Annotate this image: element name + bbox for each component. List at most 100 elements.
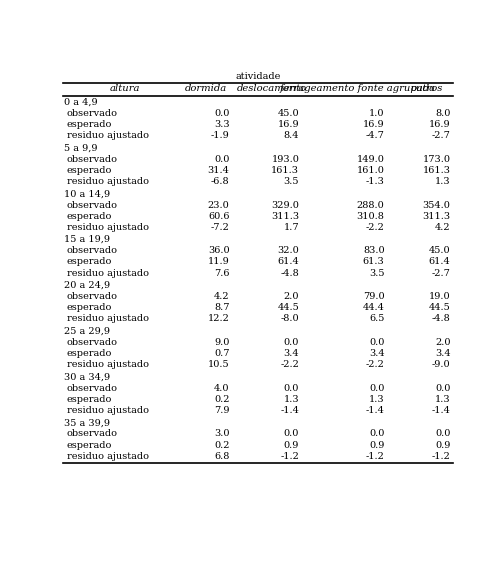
Text: 8.7: 8.7 [214,303,229,312]
Text: 310.8: 310.8 [357,212,384,221]
Text: 0.0: 0.0 [284,430,299,439]
Text: esperado: esperado [67,166,112,175]
Text: 0.9: 0.9 [284,440,299,449]
Text: 1.3: 1.3 [435,177,450,186]
Text: -1.4: -1.4 [280,406,299,415]
Text: 31.4: 31.4 [208,166,229,175]
Text: residuo ajustado: residuo ajustado [67,315,149,323]
Text: 288.0: 288.0 [357,200,384,209]
Text: 311.3: 311.3 [422,212,450,221]
Text: outros: outros [411,84,443,93]
Text: 16.9: 16.9 [429,120,450,129]
Text: 36.0: 36.0 [208,246,229,255]
Text: esperado: esperado [67,258,112,267]
Text: 354.0: 354.0 [423,200,450,209]
Text: altura: altura [110,84,140,93]
Text: -2.2: -2.2 [366,223,384,232]
Text: 4.2: 4.2 [435,223,450,232]
Text: 161.3: 161.3 [271,166,299,175]
Text: 3.5: 3.5 [369,269,384,278]
Text: 3.4: 3.4 [284,349,299,358]
Text: 5 a 9,9: 5 a 9,9 [64,144,98,153]
Text: esperado: esperado [67,395,112,404]
Text: 2.0: 2.0 [284,292,299,301]
Text: 1.3: 1.3 [284,395,299,404]
Text: 61.3: 61.3 [363,258,384,267]
Text: residuo ajustado: residuo ajustado [67,452,149,461]
Text: 10.5: 10.5 [208,360,229,369]
Text: 161.0: 161.0 [357,166,384,175]
Text: -1.9: -1.9 [211,131,229,140]
Text: 45.0: 45.0 [278,109,299,118]
Text: 149.0: 149.0 [357,155,384,164]
Text: 1.0: 1.0 [369,109,384,118]
Text: observado: observado [67,292,118,301]
Text: 0.0: 0.0 [435,430,450,439]
Text: 83.0: 83.0 [363,246,384,255]
Text: 16.9: 16.9 [278,120,299,129]
Text: 161.3: 161.3 [423,166,450,175]
Text: -1.3: -1.3 [366,177,384,186]
Text: deslocamento: deslocamento [237,84,307,93]
Text: -1.4: -1.4 [432,406,450,415]
Text: 6.5: 6.5 [369,315,384,323]
Text: 8.4: 8.4 [284,131,299,140]
Text: 0.9: 0.9 [435,440,450,449]
Text: observado: observado [67,200,118,209]
Text: 32.0: 32.0 [278,246,299,255]
Text: 25 a 29,9: 25 a 29,9 [64,327,111,336]
Text: 3.4: 3.4 [435,349,450,358]
Text: esperado: esperado [67,440,112,449]
Text: -1.2: -1.2 [366,452,384,461]
Text: -1.2: -1.2 [280,452,299,461]
Text: 0.2: 0.2 [214,395,229,404]
Text: 3.4: 3.4 [369,349,384,358]
Text: observado: observado [67,155,118,164]
Text: -4.7: -4.7 [366,131,384,140]
Text: 173.0: 173.0 [423,155,450,164]
Text: 0.0: 0.0 [435,384,450,393]
Text: 4.0: 4.0 [214,384,229,393]
Text: -2.7: -2.7 [432,269,450,278]
Text: forrageamento fonte agrupada: forrageamento fonte agrupada [279,84,436,93]
Text: 1.7: 1.7 [284,223,299,232]
Text: 3.5: 3.5 [284,177,299,186]
Text: esperado: esperado [67,303,112,312]
Text: 16.9: 16.9 [363,120,384,129]
Text: residuo ajustado: residuo ajustado [67,177,149,186]
Text: 23.0: 23.0 [208,200,229,209]
Text: 1.3: 1.3 [369,395,384,404]
Text: esperado: esperado [67,120,112,129]
Text: -6.8: -6.8 [211,177,229,186]
Text: -2.2: -2.2 [280,360,299,369]
Text: -4.8: -4.8 [281,269,299,278]
Text: 329.0: 329.0 [272,200,299,209]
Text: 44.5: 44.5 [429,303,450,312]
Text: 0.2: 0.2 [214,440,229,449]
Text: residuo ajustado: residuo ajustado [67,269,149,278]
Text: 35 a 39,9: 35 a 39,9 [64,418,111,427]
Text: 45.0: 45.0 [429,246,450,255]
Text: residuo ajustado: residuo ajustado [67,223,149,232]
Text: 30 a 34,9: 30 a 34,9 [64,372,111,381]
Text: observado: observado [67,246,118,255]
Text: 60.6: 60.6 [208,212,229,221]
Text: observado: observado [67,338,118,347]
Text: 1.3: 1.3 [435,395,450,404]
Text: -8.0: -8.0 [281,315,299,323]
Text: esperado: esperado [67,349,112,358]
Text: -1.2: -1.2 [432,452,450,461]
Text: 3.3: 3.3 [214,120,229,129]
Text: -7.2: -7.2 [211,223,229,232]
Text: 311.3: 311.3 [271,212,299,221]
Text: observado: observado [67,384,118,393]
Text: 0.0: 0.0 [284,338,299,347]
Text: 79.0: 79.0 [363,292,384,301]
Text: -2.2: -2.2 [366,360,384,369]
Text: 7.6: 7.6 [214,269,229,278]
Text: 0.0: 0.0 [369,384,384,393]
Text: 44.5: 44.5 [278,303,299,312]
Text: 0.0: 0.0 [284,384,299,393]
Text: observado: observado [67,430,118,439]
Text: -1.4: -1.4 [366,406,384,415]
